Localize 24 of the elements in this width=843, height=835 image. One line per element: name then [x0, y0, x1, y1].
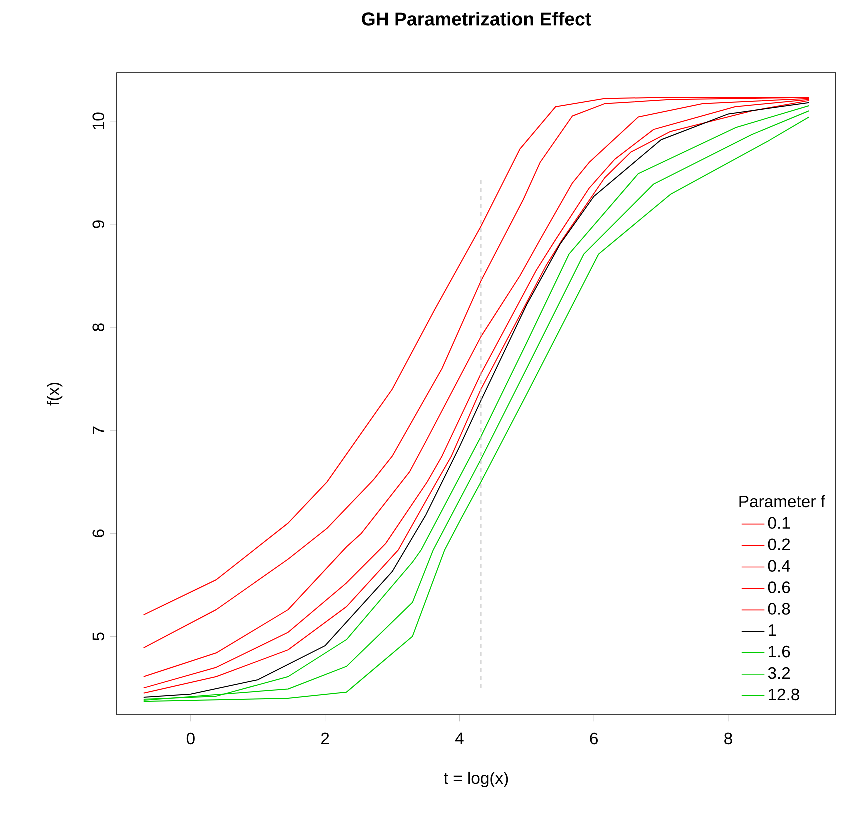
y-tick-label: 7: [93, 426, 105, 434]
x-tick-label: 0: [186, 732, 195, 745]
y-tick-label: 9: [92, 220, 105, 228]
legend-label: 0.1: [768, 517, 790, 530]
x-tick-label: 8: [724, 732, 732, 745]
legend-label: 0.2: [768, 538, 790, 551]
legend-label: 1: [769, 624, 776, 636]
y-tick-label: 10: [92, 112, 105, 130]
x-axis-title: t = log(x): [444, 772, 508, 788]
legend-label: 3.2: [768, 667, 790, 680]
chart-title: GH Parametrization Effect: [362, 12, 592, 26]
x-tick-label: 2: [322, 732, 330, 744]
legend-label: 12.8: [769, 688, 800, 701]
legend-title: Parameter f: [740, 495, 826, 508]
legend-label: 0.6: [768, 582, 790, 594]
x-tick-label: 6: [590, 732, 598, 745]
y-axis-title: f(x): [47, 382, 63, 406]
y-tick-label: 5: [92, 632, 105, 641]
y-tick-label: 8: [92, 324, 105, 332]
x-tick-label: 4: [455, 732, 464, 744]
legend-label: 0.8: [768, 603, 790, 615]
y-tick-label: 6: [92, 530, 105, 538]
legend-label: 1.6: [769, 646, 790, 658]
legend-label: 0.4: [768, 560, 790, 572]
